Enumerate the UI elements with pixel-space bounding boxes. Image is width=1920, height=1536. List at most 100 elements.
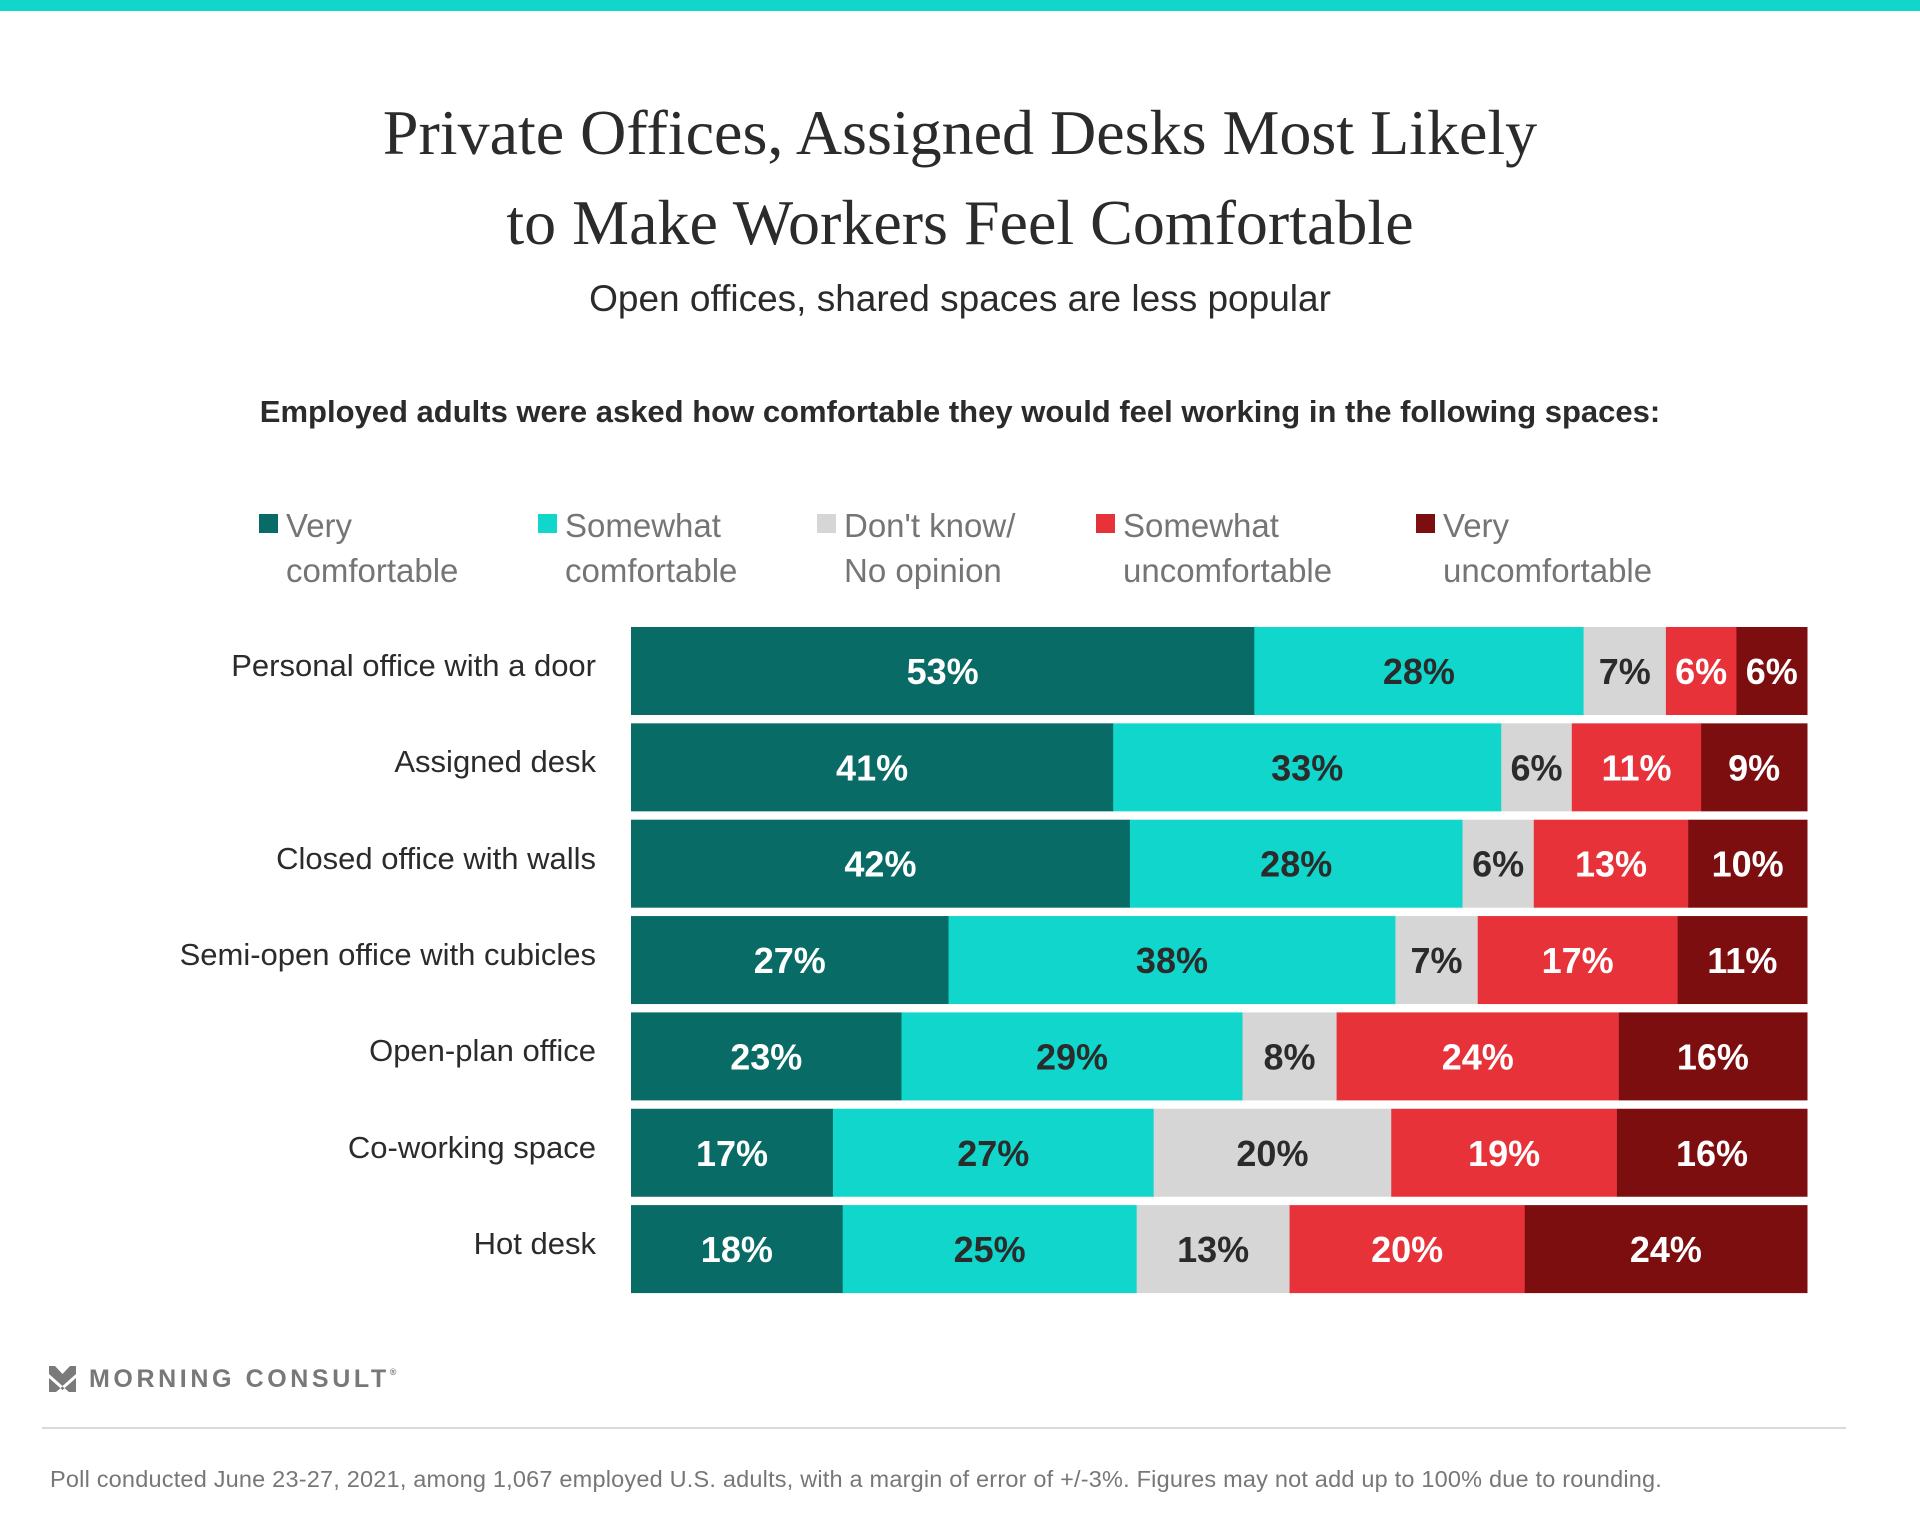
bar-segment-don-t-know-no-opinion xyxy=(1242,1012,1338,1101)
data-label: 53% xyxy=(907,651,979,692)
category-label: Assigned desk xyxy=(394,744,596,779)
category-label: Open-plan office xyxy=(369,1033,596,1068)
data-label: 19% xyxy=(1468,1133,1540,1174)
data-label: 13% xyxy=(1575,844,1647,885)
bar-row-semi-open-office-with-cubicles: 27% 38% 7% 17% 11% xyxy=(631,916,1808,1005)
bar-row-co-working-space: 17% 27% 20% 19% 16% xyxy=(631,1108,1808,1197)
methodology-note: Poll conducted June 23-27, 2021, among 1… xyxy=(50,1466,1663,1492)
data-label: 27% xyxy=(957,1133,1029,1174)
bar-segment-very-comfortable xyxy=(631,916,950,1005)
bar-segment-somewhat-comfortable xyxy=(842,1205,1138,1294)
data-label: 29% xyxy=(1036,1036,1108,1077)
bar-segment-don-t-know-no-opinion xyxy=(1583,627,1667,715)
legend-label-line-1: Very xyxy=(1443,507,1510,544)
chart-title-line-1: Private Offices, Assigned Desks Most Lik… xyxy=(382,97,1538,168)
data-label: 41% xyxy=(836,747,908,788)
chart-title-line-2: to Make Workers Feel Comfortable xyxy=(506,187,1414,258)
data-label: 20% xyxy=(1371,1229,1443,1270)
bar-row-open-plan-office: 23% 29% 8% 24% 16% xyxy=(631,1012,1808,1101)
category-label: Closed office with walls xyxy=(276,841,596,876)
data-label: 11% xyxy=(1601,747,1671,788)
bar-segment-very-comfortable xyxy=(631,819,1131,908)
legend-label-line-1: Somewhat xyxy=(1123,507,1279,544)
bar-segment-somewhat-comfortable xyxy=(832,1108,1155,1197)
category-label: Hot desk xyxy=(473,1226,596,1261)
bar-segment-somewhat-uncomfortable xyxy=(1289,1205,1526,1294)
bar-row-assigned-desk: 41% 33% 6% 11% 9% xyxy=(631,723,1808,812)
legend-label-line-1: Don't know/ xyxy=(844,507,1016,544)
data-label: 6% xyxy=(1472,844,1524,885)
data-label: 28% xyxy=(1383,651,1455,692)
bar-segment-don-t-know-no-opinion xyxy=(1395,916,1479,1005)
bar-row-hot-desk: 18% 25% 13% 20% 24% xyxy=(631,1205,1808,1294)
bar-segment-somewhat-comfortable xyxy=(1254,627,1585,715)
data-label: 24% xyxy=(1442,1036,1514,1077)
chart-subtitle: Open offices, shared spaces are less pop… xyxy=(589,278,1331,319)
data-label: 7% xyxy=(1599,651,1651,692)
legend-swatch-somewhat-comfortable xyxy=(538,514,557,533)
bar-segment-very-uncomfortable xyxy=(1618,1012,1808,1101)
bar-segment-don-t-know-no-opinion xyxy=(1153,1108,1392,1197)
top-accent-stripe xyxy=(0,0,1920,11)
bar-segment-don-t-know-no-opinion xyxy=(1462,819,1535,908)
legend-label-line-1: Very xyxy=(286,507,353,544)
legend-label: Somewhat uncomfortable xyxy=(1123,503,1332,593)
data-label: 6% xyxy=(1675,651,1727,692)
data-label: 27% xyxy=(754,940,826,981)
legend-label: Somewhat comfortable xyxy=(565,503,737,593)
data-label: 17% xyxy=(1542,940,1614,981)
data-label: 7% xyxy=(1411,940,1463,981)
bar-segment-somewhat-uncomfortable xyxy=(1477,916,1679,1005)
data-label: 16% xyxy=(1676,1133,1748,1174)
data-label: 18% xyxy=(701,1229,773,1270)
bar-segment-very-comfortable xyxy=(631,1012,902,1101)
legend-swatch-very-uncomfortable xyxy=(1416,514,1435,533)
category-label: Personal office with a door xyxy=(231,648,596,683)
bar-segment-don-t-know-no-opinion xyxy=(1501,723,1573,812)
legend-label: Don't know/ No opinion xyxy=(844,503,1015,593)
data-label: 8% xyxy=(1264,1036,1316,1077)
bar-row-personal-office-with-a-door: 53% 28% 7% 6% 6% xyxy=(631,627,1808,715)
legend-label-line-2: comfortable xyxy=(286,552,459,589)
bar-segment-somewhat-uncomfortable xyxy=(1391,1108,1618,1197)
legend-label-line-2: uncomfortable xyxy=(1123,552,1333,589)
bar-segment-somewhat-uncomfortable xyxy=(1571,723,1702,812)
data-label: 9% xyxy=(1728,747,1780,788)
data-label: 10% xyxy=(1712,844,1784,885)
data-label: 16% xyxy=(1677,1036,1749,1077)
legend-label-line-2: uncomfortable xyxy=(1443,552,1653,589)
bar-segment-somewhat-comfortable xyxy=(1129,819,1464,908)
legend-swatch-somewhat-uncomfortable xyxy=(1096,514,1115,533)
chart-title: Private Offices, Assigned Desks Most Lik… xyxy=(0,88,1920,268)
data-label: 17% xyxy=(696,1133,768,1174)
bar-segment-somewhat-comfortable xyxy=(1113,723,1502,812)
legend-swatch-dont-know xyxy=(817,514,836,533)
bar-segment-very-comfortable xyxy=(631,723,1114,812)
bar-segment-somewhat-comfortable xyxy=(948,916,1396,1005)
data-label: 13% xyxy=(1177,1229,1249,1270)
survey-question: Employed adults were asked how comfortab… xyxy=(259,394,1661,429)
bar-segment-very-comfortable xyxy=(631,627,1255,715)
registered-mark: ® xyxy=(389,1367,397,1377)
brand-name: MORNING CONSULT® xyxy=(89,1365,396,1394)
footer-divider xyxy=(42,1427,1846,1429)
data-label: 38% xyxy=(1136,940,1208,981)
bar-segment-very-uncomfortable xyxy=(1701,723,1808,812)
legend-label-line-1: Somewhat xyxy=(565,507,721,544)
legend-swatch-very-comfortable xyxy=(259,514,278,533)
bar-segment-don-t-know-no-opinion xyxy=(1136,1205,1291,1294)
data-label: 23% xyxy=(730,1036,802,1077)
data-label: 6% xyxy=(1746,651,1798,692)
data-label: 20% xyxy=(1236,1133,1308,1174)
legend-label: Very comfortable xyxy=(286,503,458,593)
legend-label: Very uncomfortable xyxy=(1443,503,1652,593)
morning-consult-logo: MORNING CONSULT® xyxy=(49,1365,396,1394)
category-label: Semi-open office with cubicles xyxy=(179,937,596,972)
bar-segment-very-uncomfortable xyxy=(1736,627,1808,715)
legend-label-line-2: comfortable xyxy=(565,552,738,589)
data-label: 33% xyxy=(1271,747,1343,788)
legend-label-line-2: No opinion xyxy=(844,552,1002,589)
bar-segment-very-uncomfortable xyxy=(1688,819,1808,908)
brand-name-text: MORNING CONSULT xyxy=(89,1365,390,1393)
